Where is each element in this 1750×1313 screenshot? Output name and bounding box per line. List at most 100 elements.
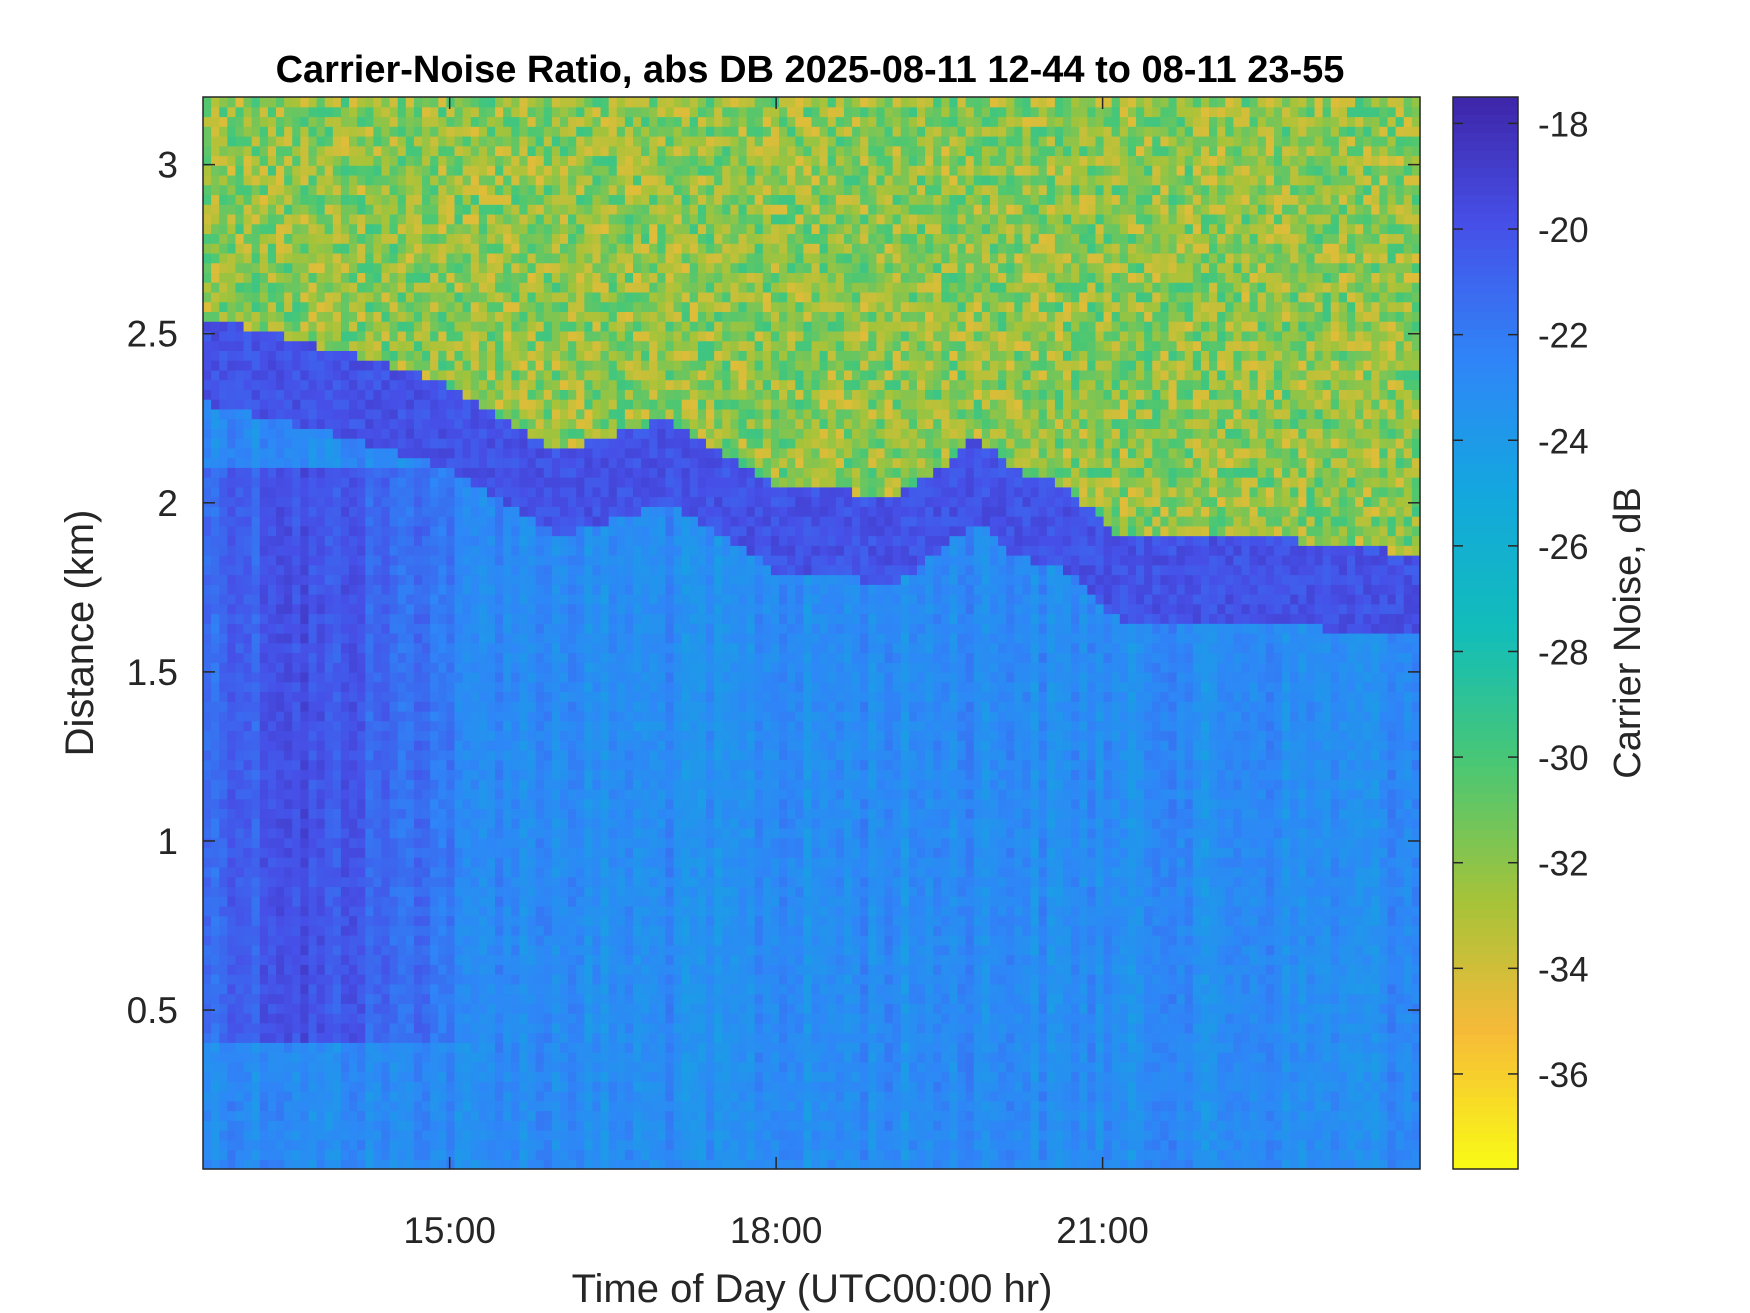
heatmap-cell	[284, 516, 293, 527]
heatmap-cell	[397, 1139, 407, 1151]
heatmap-cell	[454, 301, 464, 312]
heatmap-cell	[235, 681, 245, 693]
heatmap-cell	[251, 330, 261, 342]
heatmap-cell	[381, 408, 391, 420]
heatmap-cell	[243, 311, 253, 322]
heatmap-cell	[559, 788, 569, 800]
heatmap-cell	[316, 1061, 326, 1073]
heatmap-cell	[495, 925, 504, 936]
heatmap-cell	[324, 925, 334, 936]
heatmap-cell	[259, 1130, 269, 1141]
heatmap-cell	[543, 633, 553, 644]
heatmap-cell	[478, 769, 488, 780]
heatmap-cell	[551, 603, 561, 615]
heatmap-cell	[462, 486, 472, 498]
heatmap-cell	[235, 165, 245, 176]
heatmap-cell	[438, 613, 447, 624]
heatmap-cell	[478, 915, 488, 926]
heatmap-cell	[332, 1130, 342, 1141]
heatmap-cell	[324, 1120, 334, 1131]
heatmap-cell	[300, 886, 310, 897]
heatmap-cell	[219, 574, 228, 585]
heatmap-cell	[211, 876, 220, 887]
heatmap-cell	[381, 457, 391, 468]
heatmap-cell	[211, 564, 220, 576]
heatmap-cell	[276, 818, 285, 829]
heatmap-cell	[462, 613, 472, 624]
heatmap-cell	[543, 691, 553, 702]
heatmap-cell	[373, 311, 383, 322]
heatmap-cell	[486, 749, 496, 761]
heatmap-cell	[284, 369, 293, 381]
heatmap-cell	[381, 155, 391, 166]
heatmap-cell	[349, 477, 358, 488]
heatmap-cell	[357, 282, 366, 293]
heatmap-cell	[381, 428, 391, 439]
heatmap-cell	[276, 145, 285, 157]
heatmap-cell	[332, 681, 342, 693]
heatmap-cell	[357, 1081, 366, 1092]
heatmap-cell	[462, 291, 472, 303]
heatmap-cell	[559, 740, 569, 751]
heatmap-cell	[519, 779, 529, 790]
heatmap-cell	[316, 652, 326, 663]
heatmap-cell	[267, 749, 277, 761]
heatmap-cell	[267, 1139, 277, 1151]
heatmap-cell	[219, 1091, 228, 1102]
heatmap-cell	[543, 730, 553, 741]
heatmap-cell	[267, 155, 277, 166]
heatmap-cell	[243, 584, 253, 595]
heatmap-cell	[211, 857, 220, 868]
heatmap-cell	[259, 944, 269, 956]
heatmap-cell	[405, 974, 415, 985]
heatmap-cell	[470, 1139, 480, 1151]
heatmap-cell	[324, 603, 334, 615]
heatmap-cell	[527, 1071, 537, 1082]
heatmap-cell	[365, 652, 374, 663]
heatmap-cell	[349, 886, 358, 897]
heatmap-cell	[543, 555, 553, 566]
heatmap-cell	[349, 438, 358, 449]
heatmap-cell	[486, 282, 496, 293]
heatmap-cell	[478, 291, 488, 303]
heatmap-cell	[316, 360, 326, 371]
heatmap-cell	[276, 165, 285, 176]
heatmap-cell	[365, 213, 374, 225]
heatmap-cell	[251, 350, 261, 361]
heatmap-cell	[300, 808, 310, 819]
heatmap-cell	[357, 564, 366, 576]
heatmap-cell	[381, 399, 391, 410]
heatmap-cell	[438, 438, 447, 449]
heatmap-cell	[438, 213, 447, 225]
heatmap-cell	[259, 438, 269, 449]
heatmap-cell	[340, 1120, 350, 1131]
heatmap-cell	[478, 145, 488, 157]
heatmap-cell	[357, 555, 366, 566]
heatmap-cell	[495, 311, 504, 322]
heatmap-cell	[405, 720, 415, 732]
heatmap-cell	[284, 633, 293, 644]
heatmap-cell	[276, 301, 285, 312]
heatmap-cell	[243, 925, 253, 936]
heatmap-cell	[243, 1032, 253, 1043]
heatmap-cell	[405, 1032, 415, 1043]
heatmap-cell	[357, 866, 366, 878]
heatmap-cell	[267, 301, 277, 312]
heatmap-cell	[316, 730, 326, 741]
heatmap-cell	[243, 915, 253, 926]
heatmap-cell	[413, 477, 423, 488]
heatmap-cell	[551, 1100, 561, 1112]
heatmap-cell	[535, 769, 545, 780]
heatmap-cell	[495, 1052, 504, 1063]
heatmap-cell	[405, 447, 415, 459]
heatmap-cell	[276, 759, 285, 771]
heatmap-cell	[535, 350, 545, 361]
heatmap-cell	[267, 174, 277, 186]
heatmap-cell	[276, 857, 285, 868]
heatmap-cell	[430, 662, 439, 673]
heatmap-cell	[446, 876, 456, 887]
heatmap-cell	[511, 896, 521, 907]
heatmap-cell	[349, 555, 358, 566]
heatmap-cell	[276, 340, 285, 351]
heatmap-cell	[478, 1042, 488, 1053]
